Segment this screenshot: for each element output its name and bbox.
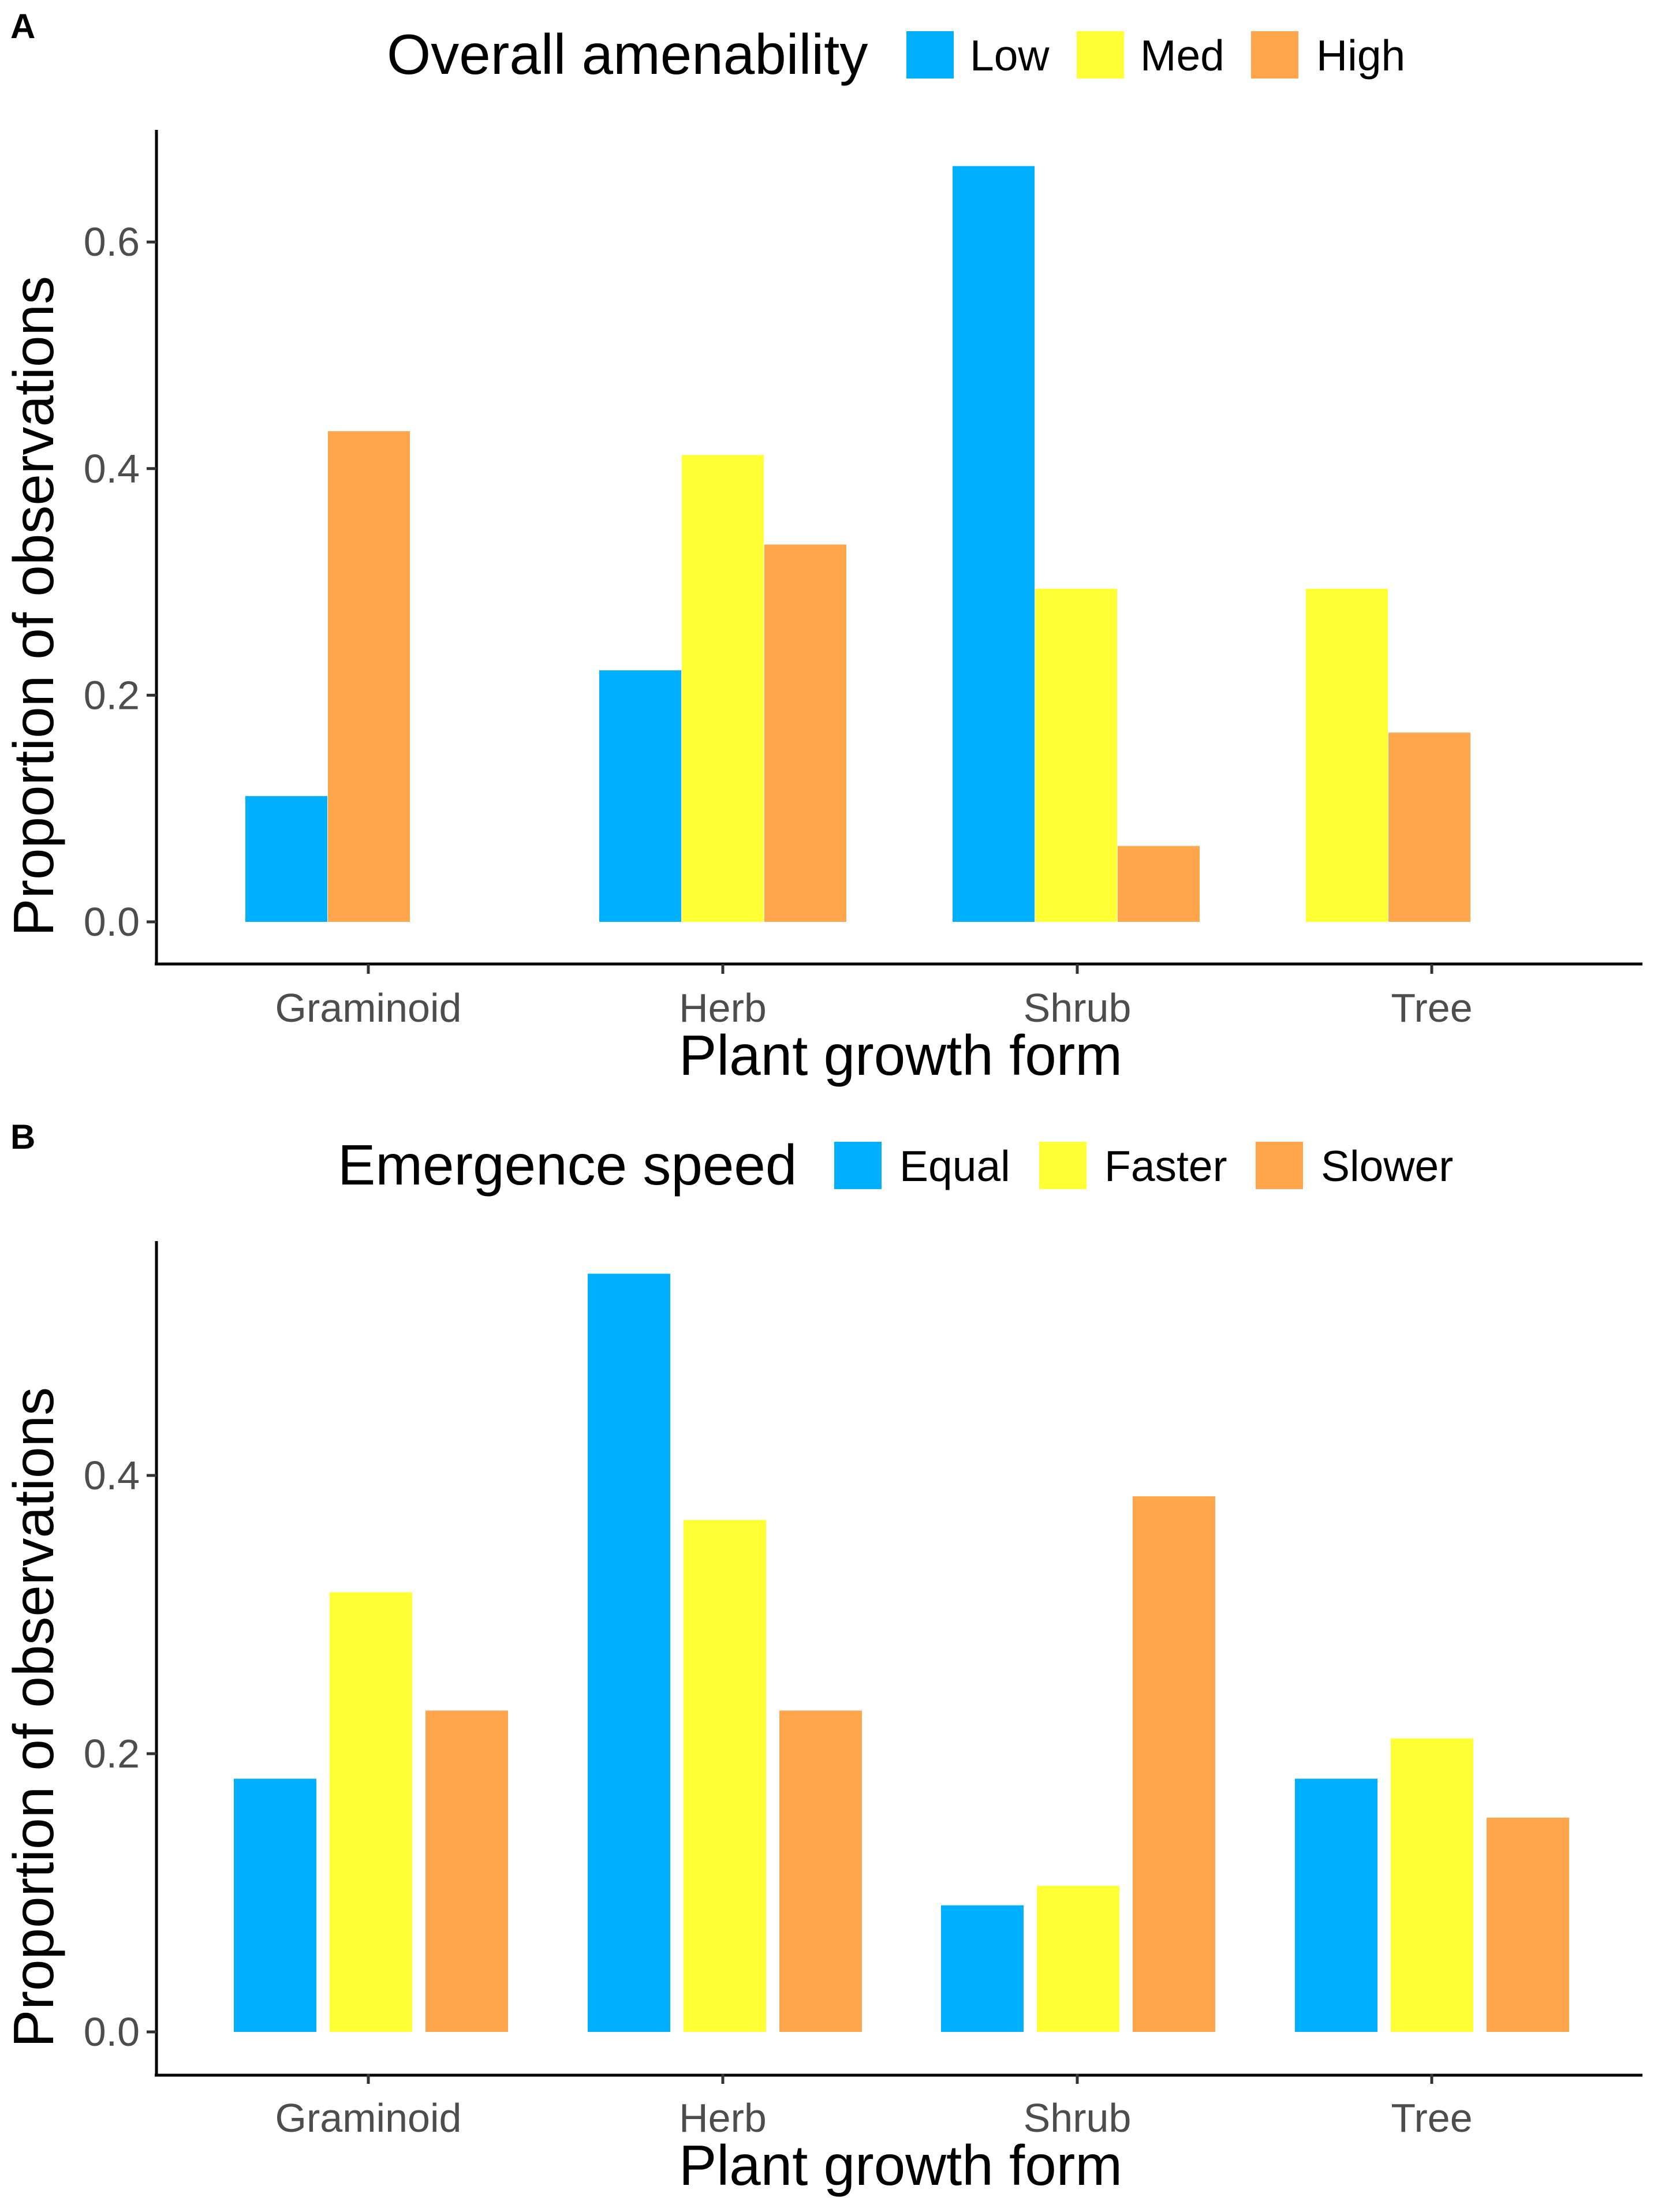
panel-b-bar-slower-herb: [779, 1710, 862, 2032]
panel-a-bar-med-shrub: [1035, 588, 1117, 922]
panel-b-bar-faster-graminoid: [330, 1592, 412, 2032]
panel-a-bar-high-shrub: [1118, 846, 1200, 922]
panel-a-bar-low-herb: [599, 670, 681, 922]
panel-b-x-ticks: Graminoid Herb Shrub Tree: [275, 2074, 1473, 2140]
panel-a-bar-high-herb: [764, 544, 846, 922]
panel-b-x-tick-label-graminoid: Graminoid: [275, 2095, 462, 2140]
panel-a-x-tick-label-graminoid: Graminoid: [275, 985, 462, 1030]
panel-b-y-tick-label-0: 0.0: [84, 2009, 140, 2054]
panel-b-legend-title: Emergence speed: [338, 1133, 797, 1197]
panel-b-label: B: [10, 1118, 35, 1156]
panel-a-legend: Overall amenability Low Med High: [387, 23, 1405, 86]
panel-b-bar-slower-shrub: [1133, 1496, 1215, 2032]
panel-b-bar-equal-tree: [1295, 1778, 1377, 2032]
panel-b-legend-key-2: [1256, 1142, 1303, 1189]
panel-a-legend-label-0: Low: [970, 31, 1050, 80]
panel-a-legend-key-2: [1251, 31, 1298, 79]
panel-b-bar-equal-shrub: [941, 1905, 1024, 2032]
panel-a-legend-key-1: [1077, 31, 1124, 79]
panel-a-y-tick-label-1: 0.2: [84, 672, 140, 718]
panel-a-x-tick-label-tree: Tree: [1391, 985, 1472, 1030]
panel-b-x-tick-label-tree: Tree: [1391, 2095, 1472, 2140]
panel-b-x-axis-title: Plant growth form: [679, 2133, 1122, 2197]
panel-b-bars: [234, 1273, 1569, 2032]
panel-a-y-ticks: 0.0 0.2 0.4 0.6: [84, 219, 156, 944]
panel-a-y-tick-label-3: 0.6: [84, 219, 140, 264]
panel-a-legend-label-2: High: [1316, 31, 1405, 80]
panel-b-bar-faster-tree: [1391, 1738, 1473, 2032]
panel-b-y-tick-label-2: 0.4: [84, 1453, 140, 1498]
panel-a-bar-high-tree: [1388, 733, 1470, 922]
panel-b-bar-faster-herb: [684, 1520, 766, 2032]
panel-b-y-tick-label-1: 0.2: [84, 1731, 140, 1776]
panel-a-bar-med-herb: [682, 455, 764, 922]
panel-a-y-axis-title: Proportion of observations: [2, 276, 65, 936]
panel-b-y-axis-title: Proportion of observations: [2, 1387, 65, 2047]
panel-a-y-tick-label-2: 0.4: [84, 446, 140, 491]
panel-a-bar-high-graminoid: [328, 431, 410, 922]
panel-b-y-ticks: 0.0 0.2 0.4: [84, 1453, 156, 2054]
panel-b-bar-slower-tree: [1487, 1817, 1569, 2032]
panel-b-legend: Emergence speed Equal Faster Slower: [338, 1133, 1453, 1197]
panel-a-bar-low-graminoid: [245, 796, 327, 922]
panel-b-legend-key-1: [1039, 1142, 1087, 1189]
panel-a-x-tick-label-herb: Herb: [679, 985, 767, 1030]
panel-b-legend-key-0: [834, 1142, 882, 1189]
panel-b-legend-label-0: Equal: [899, 1142, 1010, 1190]
panel-b-x-tick-label-herb: Herb: [679, 2095, 767, 2140]
panel-a-legend-label-1: Med: [1140, 31, 1224, 80]
panel-a-legend-key-0: [906, 31, 954, 79]
panel-b-bar-equal-graminoid: [234, 1778, 316, 2032]
panel-b-x-tick-label-shrub: Shrub: [1024, 2095, 1132, 2140]
panel-a-x-tick-label-shrub: Shrub: [1024, 985, 1132, 1030]
panel-a: A Overall amenability Low Med High 0.00.…: [2, 7, 1642, 1087]
panel-a-bar-low-shrub: [953, 166, 1035, 922]
panel-a-x-axis-title: Plant growth form: [679, 1023, 1122, 1087]
panel-b-legend-label-2: Slower: [1321, 1142, 1453, 1190]
panel-b-bar-slower-graminoid: [425, 1710, 508, 2032]
panel-b-bar-faster-shrub: [1037, 1885, 1119, 2032]
panel-b-legend-label-1: Faster: [1104, 1142, 1227, 1190]
panel-b-bar-equal-herb: [588, 1273, 670, 2032]
panel-a-legend-title: Overall amenability: [387, 23, 868, 86]
panel-a-label: A: [10, 7, 35, 46]
panel-a-x-ticks: Graminoid Herb Shrub Tree: [275, 964, 1473, 1030]
panel-a-y-tick-label-0: 0.0: [84, 899, 140, 944]
panel-a-bar-med-tree: [1306, 588, 1388, 922]
panel-a-bars: [245, 166, 1470, 922]
panel-b: B Emergence speed Equal Faster Slower 0.…: [2, 1118, 1642, 2197]
